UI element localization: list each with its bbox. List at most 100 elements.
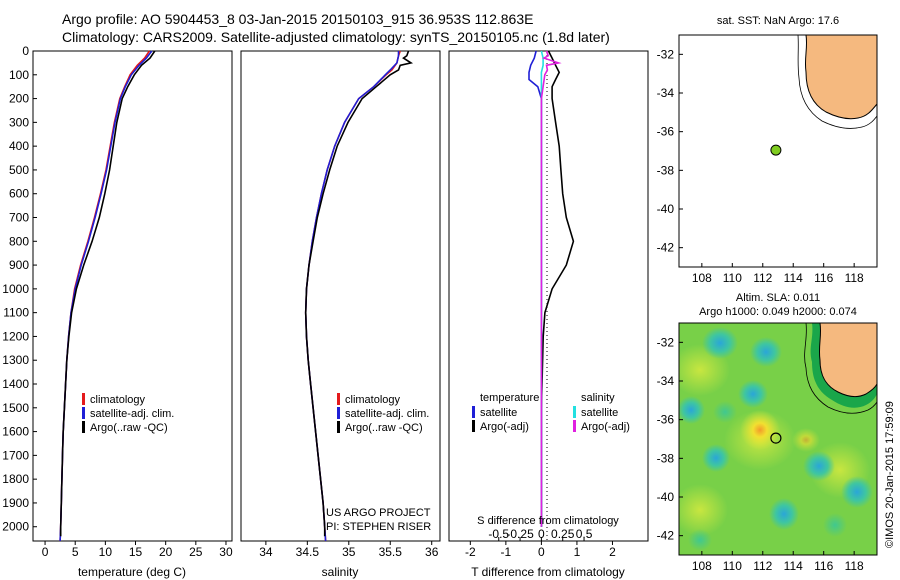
sla-map-title-1: Altim. SLA: 0.011 [736,292,820,304]
legend-swatch-climatology [82,393,85,405]
temperature-plot-frame [32,50,233,542]
salinity-axis: 34 34.5 35 35.5 36 [259,541,439,559]
lon-tick-label: 112 [753,559,772,573]
y-tick-label: 1700 [2,448,29,462]
y-tick-label: 900 [9,258,29,272]
y-tick-label: 1600 [2,425,29,439]
argo-float-marker [770,144,782,156]
salinity-legend: climatology satellite-adj. clim. Argo(..… [337,393,429,434]
y-tick-label: 400 [9,139,29,153]
legend-label-argo: Argo(..raw -QC) [90,422,168,434]
salinity-panel: 34 34.5 35 35.5 36 salinity climatology sate… [240,50,441,579]
x-tick-label: 5 [72,545,79,559]
legend-label-satellite: satellite-adj. clim. [90,408,174,420]
legend-temperature-title: temperature [480,392,539,404]
y-tick-label: 500 [9,163,29,177]
lat-tick-label: -34 [657,86,675,100]
lat-tick-label: -36 [657,413,675,427]
difference-legend: temperature satellite Argo(-adj) salinit… [472,392,630,433]
sla-eddy [702,327,738,359]
sla-eddy [823,513,847,537]
difference-panel: -2 -1 0 1 2 -0.5-0.25 0 0.25 0.5 S difference f… [448,50,649,579]
lat-tick-label: -38 [657,451,675,465]
legend-swatch-s-satellite [573,406,576,418]
sla-eddy [769,498,799,530]
y-tick-label: 800 [9,234,29,248]
depth-axis: 0 100 200 300 400 500 600 700 800 900 1000 1100 1200… [2,44,37,534]
lat-tick-label: -32 [657,47,675,61]
lat-tick-label: -40 [657,490,675,504]
project-credit: US ARGO PROJECT [326,507,431,519]
sla-eddy [738,380,768,408]
salinity-series [304,50,414,542]
lon-tick-label: 116 [814,559,833,573]
y-tick-label: 2000 [2,520,29,534]
argo-float-marker [770,432,782,444]
y-tick-label: 1800 [2,472,29,486]
difference-plot-frame [448,50,649,542]
legend-swatch-satellite [82,407,85,419]
x-tick-label: 15 [129,545,143,559]
sla-map-lon-axis: 108 110 112 114 116 118 [692,551,864,573]
legend-label-t-satellite: satellite [480,407,517,419]
lon-tick-label: 112 [753,271,772,285]
difference-line-3 [540,50,562,527]
y-tick-label: 0 [22,44,29,58]
lon-tick-label: 110 [723,559,742,573]
t-difference-axis: -2 -1 0 1 2 [465,541,616,559]
header-line-2: Climatology: CARS2009. Satellite-adjuste… [62,29,610,45]
legend-label-s-satellite: satellite [581,407,618,419]
shelf-contour [797,34,878,129]
temperature-legend: climatology satellite-adj. clim. Argo(..… [82,393,174,434]
legend-label-argo: Argo(..raw -QC) [345,422,423,434]
y-tick-label: 1400 [2,377,29,391]
location-map-lon-axis: 108 110 112 114 116 118 [692,263,864,285]
temperature-panel: 0100200300400500600700800900100011001200… [2,44,233,579]
x-tick-label: 30 [219,545,233,559]
x-tick-label: 34 [259,545,273,559]
sla-map: Altim. SLA: 0.011 Argo h1000: 0.049 h200… [657,292,878,573]
salinity-line-2 [304,50,414,537]
sla-anomaly [679,484,728,536]
sla-eddy [841,476,873,508]
y-tick-label: 100 [9,68,29,82]
x-tick-label: 20 [159,545,173,559]
sla-eddy [679,396,705,424]
sla-map-lat-axis: -32 -34 -36 -38 -40 -42 [657,335,683,543]
y-tick-label: 700 [9,211,29,225]
legend-label-climatology: climatology [345,394,401,406]
sla-eddy [702,444,730,472]
lon-tick-label: 110 [723,271,742,285]
sla-field [679,323,877,555]
x-tick-label: 35 [342,545,356,559]
legend-label-satellite: satellite-adj. clim. [345,408,429,420]
salinity-plot-frame [240,50,441,542]
sla-eddy [713,401,737,423]
legend-swatch-t-satellite [472,406,475,418]
difference-series [528,50,575,527]
x-tick-label: -2 [465,545,476,559]
x-tick-label: -1 [501,545,512,559]
x-tick-label: 34.5 [296,545,320,559]
x-tick-label: 25 [189,545,203,559]
salinity-xlabel: salinity [322,565,359,579]
sla-warm-anomaly [792,428,820,452]
location-map: sat. SST: NaN Argo: 17.6 108 110 112 114 116… [657,15,878,285]
x-tick-label: 2 [609,545,616,559]
lat-tick-label: -42 [657,529,675,543]
sla-eddy [688,529,712,551]
legend-swatch-argo [82,421,85,433]
lat-tick-label: -40 [657,202,675,216]
sla-map-frame [678,322,878,556]
y-tick-label: 200 [9,92,29,106]
y-tick-label: 1100 [3,306,29,320]
lat-tick-label: -36 [657,125,675,139]
location-map-title: sat. SST: NaN Argo: 17.6 [717,15,839,27]
legend-label-s-argo: Argo(-adj) [581,421,630,433]
legend-label-t-argo: Argo(-adj) [480,421,529,433]
y-tick-label: 1300 [2,353,29,367]
x-tick-label: 1 [574,545,581,559]
lat-tick-label: -32 [657,335,675,349]
s-difference-label: S difference from climatology [477,515,619,527]
y-tick-label: 1900 [2,496,29,510]
